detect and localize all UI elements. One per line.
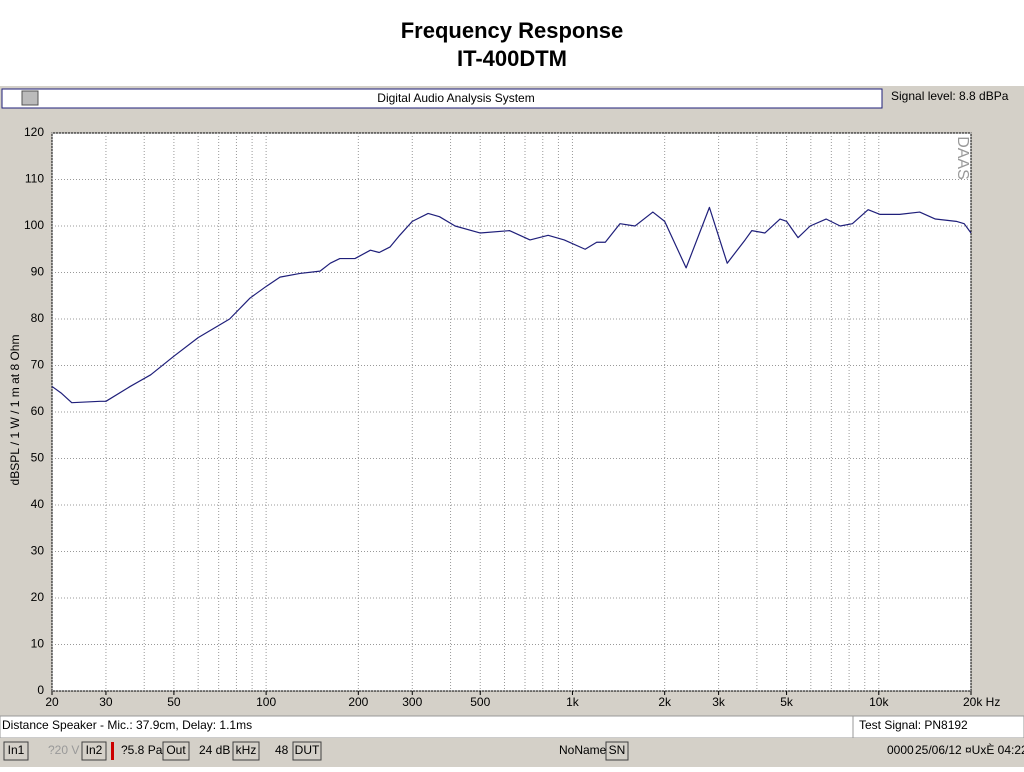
y-tick-label: 20 <box>31 590 45 604</box>
status-left: Distance Speaker - Mic.: 37.9cm, Delay: … <box>2 718 252 732</box>
x-tick-label: 50 <box>167 695 181 709</box>
y-axis-label: dBSPL / 1 W / 1 m at 8 Ohm <box>8 335 22 486</box>
x-tick-label: 10k <box>869 695 889 709</box>
in1-button[interactable] <box>3 741 29 761</box>
x-tick-label: 100 <box>256 695 276 709</box>
x-tick-label: 30 <box>99 695 113 709</box>
y-tick-label: 40 <box>31 497 45 511</box>
chart-subtitle: IT-400DTM <box>457 46 567 71</box>
x-tick-label: 500 <box>470 695 490 709</box>
in1-label: In1 <box>8 743 25 757</box>
out-label: Out <box>166 743 186 757</box>
y-tick-label: 70 <box>31 358 45 372</box>
x-tick-label: 5k <box>780 695 794 709</box>
in2-indicator <box>111 742 114 760</box>
x-tick-label: 1k <box>566 695 580 709</box>
sn-button[interactable] <box>605 741 629 761</box>
in1-level: ?20 V <box>48 743 79 757</box>
in2-label: In2 <box>86 743 103 757</box>
khz-button[interactable] <box>232 741 260 761</box>
sn-value: 0000 <box>887 743 914 757</box>
y-tick-label: 50 <box>31 451 45 465</box>
khz-label: kHz <box>236 743 257 757</box>
date: 25/06/12 <box>915 743 962 757</box>
y-tick-label: 120 <box>24 125 44 139</box>
chart-title: Frequency Response <box>401 18 624 43</box>
y-tick-label: 100 <box>24 218 44 232</box>
y-tick-label: 110 <box>25 172 44 186</box>
watermark: DAAS <box>954 136 971 180</box>
toolbar <box>1 88 883 109</box>
out-level: 24 dB <box>199 743 230 757</box>
y-tick-label: 30 <box>31 544 45 558</box>
y-tick-label: 10 <box>31 637 45 651</box>
x-tick-label: 20 <box>45 695 59 709</box>
status-right: Test Signal: PN8192 <box>859 718 968 732</box>
print-icon[interactable] <box>21 90 39 106</box>
x-tick-label: 2k <box>658 695 672 709</box>
x-tick-label: 3k <box>712 695 726 709</box>
dut-label: DUT <box>295 743 320 757</box>
in2-level: ?5.8 Pa <box>121 743 163 757</box>
in2-button[interactable] <box>81 741 107 761</box>
y-tick-label: 90 <box>31 265 45 279</box>
y-tick-label: 80 <box>31 311 45 325</box>
x-tick-label: 20k Hz <box>963 695 1000 709</box>
sn-label: SN <box>609 743 626 757</box>
toolbar-title: Digital Audio Analysis System <box>377 91 534 105</box>
dut-button[interactable] <box>292 741 322 761</box>
y-tick-label: 60 <box>31 404 45 418</box>
sample-rate: 48 <box>275 743 289 757</box>
signal-level: Signal level: 8.8 dBPa <box>891 89 1009 103</box>
out-button[interactable] <box>162 741 190 761</box>
time: ¤UxÈ 04:22 <box>965 742 1024 757</box>
dut-name: NoName <box>559 743 607 757</box>
x-tick-label: 200 <box>348 695 368 709</box>
y-tick-label: 0 <box>37 683 44 697</box>
response-curve <box>51 206 972 404</box>
x-tick-label: 300 <box>402 695 422 709</box>
